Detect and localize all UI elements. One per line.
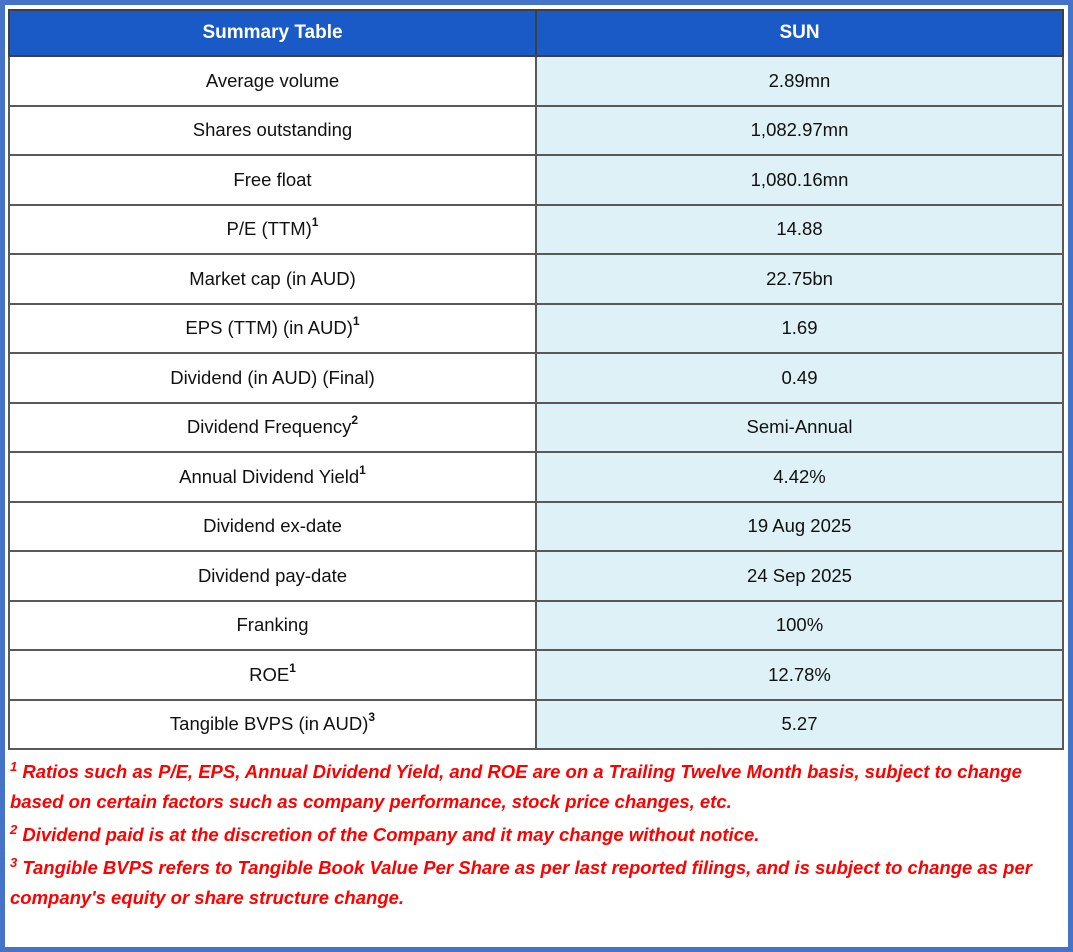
row-label: Tangible BVPS (in AUD)3 xyxy=(8,698,537,750)
row-value: 2.89mn xyxy=(535,55,1064,107)
row-label-superscript: 3 xyxy=(368,710,376,725)
row-value: 24 Sep 2025 xyxy=(535,550,1064,602)
table-row: Free float 1,080.16mn xyxy=(8,154,1064,206)
table-row: Shares outstanding 1,082.97mn xyxy=(8,104,1064,156)
footnote-superscript: 2 xyxy=(10,821,18,837)
row-label: Annual Dividend Yield1 xyxy=(8,451,537,503)
row-label-text: Market cap (in AUD) xyxy=(189,267,356,289)
row-label: EPS (TTM) (in AUD)1 xyxy=(8,302,537,354)
footnote-text: Dividend paid is at the discretion of th… xyxy=(22,824,760,845)
row-value: 22.75bn xyxy=(535,253,1064,305)
table-row: P/E (TTM)1 14.88 xyxy=(8,203,1064,255)
footnotes: 1 Ratios such as P/E, EPS, Annual Divide… xyxy=(10,757,1060,913)
row-value: 1,080.16mn xyxy=(535,154,1064,206)
row-value: 1.69 xyxy=(535,302,1064,354)
row-label: Dividend (in AUD) (Final) xyxy=(8,352,537,404)
row-label-text: Dividend (in AUD) (Final) xyxy=(170,366,375,388)
footnote-text: Tangible BVPS refers to Tangible Book Va… xyxy=(10,857,1032,908)
row-label-text: Franking xyxy=(236,614,309,636)
row-label-text: Annual Dividend Yield xyxy=(179,465,360,487)
footnote: 1 Ratios such as P/E, EPS, Annual Divide… xyxy=(10,757,1060,817)
table-row: Market cap (in AUD) 22.75bn xyxy=(8,253,1064,305)
row-label-text: Shares outstanding xyxy=(192,119,353,141)
row-label: Free float xyxy=(8,154,537,206)
row-label-text: ROE xyxy=(249,663,290,685)
row-label-text: Average volume xyxy=(205,69,340,91)
row-label: Average volume xyxy=(8,55,537,107)
row-value: 14.88 xyxy=(535,203,1064,255)
row-value: 19 Aug 2025 xyxy=(535,500,1064,552)
row-value: 100% xyxy=(535,599,1064,651)
row-label: ROE1 xyxy=(8,649,537,701)
row-value: 1,082.97mn xyxy=(535,104,1064,156)
row-label: Dividend ex-date xyxy=(8,500,537,552)
header-ticker: SUN xyxy=(535,9,1064,57)
summary-table: Summary Table SUN Average volume 2.89mn Sh… xyxy=(8,9,1064,750)
row-label-superscript: 1 xyxy=(311,215,319,230)
footnote-superscript: 3 xyxy=(10,854,18,870)
row-label-text: Free float xyxy=(233,168,312,190)
footnote: 2 Dividend paid is at the discretion of … xyxy=(10,820,1060,850)
row-label-text: Tangible BVPS (in AUD) xyxy=(169,713,369,735)
row-label: P/E (TTM)1 xyxy=(8,203,537,255)
footnote: 3 Tangible BVPS refers to Tangible Book … xyxy=(10,853,1060,913)
row-value: 0.49 xyxy=(535,352,1064,404)
table-row: Average volume 2.89mn xyxy=(8,55,1064,107)
row-value: 12.78% xyxy=(535,649,1064,701)
table-row: Dividend (in AUD) (Final) 0.49 xyxy=(8,352,1064,404)
row-label-superscript: 1 xyxy=(352,314,360,329)
table-row: Dividend Frequency2 Semi-Annual xyxy=(8,401,1064,453)
header-row: Summary Table SUN xyxy=(8,9,1064,57)
row-label: Dividend Frequency2 xyxy=(8,401,537,453)
header-summary-table: Summary Table xyxy=(8,9,537,57)
table-row: EPS (TTM) (in AUD)1 1.69 xyxy=(8,302,1064,354)
row-label-text: Dividend ex-date xyxy=(203,515,342,537)
row-label-text: P/E (TTM) xyxy=(226,218,312,240)
row-value: 5.27 xyxy=(535,698,1064,750)
row-label-text: Dividend Frequency xyxy=(186,416,352,438)
table-row: Annual Dividend Yield1 4.42% xyxy=(8,451,1064,503)
row-label-superscript: 1 xyxy=(289,660,296,675)
table-row: Dividend pay-date 24 Sep 2025 xyxy=(8,550,1064,602)
table-row: Franking 100% xyxy=(8,599,1064,651)
footnote-superscript: 1 xyxy=(10,758,18,774)
row-label: Dividend pay-date xyxy=(8,550,537,602)
row-label-superscript: 1 xyxy=(359,462,366,477)
footnote-text: Ratios such as P/E, EPS, Annual Dividend… xyxy=(10,761,1022,812)
table-row: Dividend ex-date 19 Aug 2025 xyxy=(8,500,1064,552)
row-label: Market cap (in AUD) xyxy=(8,253,537,305)
row-label-superscript: 2 xyxy=(351,413,359,428)
row-value: Semi-Annual xyxy=(535,401,1064,453)
row-label-text: Dividend pay-date xyxy=(197,564,348,586)
table-row: Tangible BVPS (in AUD)3 5.27 xyxy=(8,698,1064,750)
table-row: ROE1 12.78% xyxy=(8,649,1064,701)
row-label-text: EPS (TTM) (in AUD) xyxy=(185,317,353,339)
row-label: Shares outstanding xyxy=(8,104,537,156)
row-label: Franking xyxy=(8,599,537,651)
row-value: 4.42% xyxy=(535,451,1064,503)
